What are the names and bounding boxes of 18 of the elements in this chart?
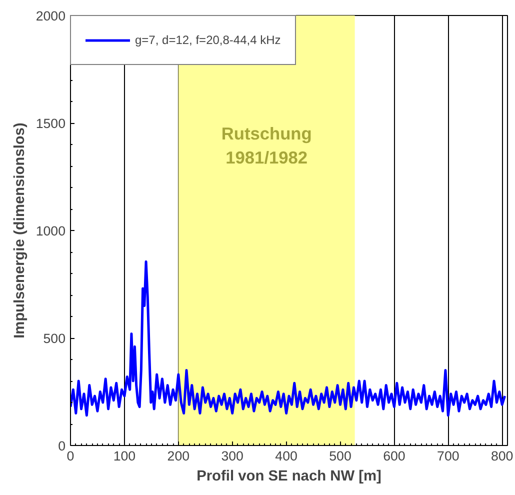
annotation: Rutschung 1981/1982 <box>221 124 312 168</box>
x-tick-label: 200 <box>167 448 190 464</box>
x-axis-title: Profil von SE nach NW [m] <box>196 468 382 484</box>
y-tick-label: 500 <box>43 331 66 346</box>
y-axis-title: Impulsenergie (dimensionslos) <box>12 122 28 338</box>
y-tick-label: 2000 <box>36 8 66 24</box>
x-tick-label: 800 <box>490 448 514 464</box>
y-tick-label: 1000 <box>36 224 66 238</box>
x-tick-label: 100 <box>113 448 136 464</box>
x-tick-label: 300 <box>221 448 244 464</box>
y-tick-label: 1500 <box>36 116 66 131</box>
x-tick-label: 600 <box>383 448 406 464</box>
x-tick-label: 400 <box>275 448 298 464</box>
legend-label: g=7, d=12, f=20,8-44,4 kHz <box>135 33 281 47</box>
line-series <box>70 260 506 417</box>
x-tick-label: 500 <box>329 448 352 464</box>
x-tick-label: 700 <box>437 448 460 464</box>
y-tick-label: 0 <box>58 438 66 454</box>
